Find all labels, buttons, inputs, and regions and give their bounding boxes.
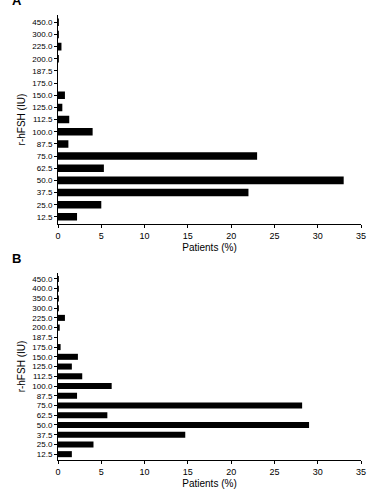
svg-text:400.0: 400.0 [32,284,53,293]
svg-text:62.5: 62.5 [37,411,53,420]
svg-text:175.0: 175.0 [32,343,53,352]
svg-text:450.0: 450.0 [32,18,53,27]
svg-text:15: 15 [183,231,193,241]
svg-text:75.0: 75.0 [37,152,53,161]
svg-text:112.5: 112.5 [33,372,53,381]
svg-text:100.0: 100.0 [32,128,53,137]
svg-text:12.5: 12.5 [37,450,53,459]
svg-text:300.0: 300.0 [32,304,53,313]
svg-text:Patients (%): Patients (%) [182,478,236,489]
svg-text:0: 0 [55,231,60,241]
svg-text:87.5: 87.5 [37,392,53,401]
svg-text:125.0: 125.0 [32,362,53,371]
svg-text:30: 30 [313,231,323,241]
svg-text:r-hFSH (IU): r-hFSH (IU) [16,94,27,146]
svg-text:25.0: 25.0 [37,200,53,209]
svg-text:62.5: 62.5 [37,164,53,173]
svg-text:200.0: 200.0 [32,55,53,64]
svg-text:15: 15 [183,467,193,477]
svg-text:A: A [12,0,22,8]
svg-text:35: 35 [356,467,366,477]
svg-text:225.0: 225.0 [32,314,53,323]
svg-text:20: 20 [226,467,236,477]
svg-text:175.0: 175.0 [32,79,53,88]
svg-text:12.5: 12.5 [37,213,53,222]
svg-text:25: 25 [269,231,279,241]
svg-text:350.0: 350.0 [32,294,53,303]
svg-text:35: 35 [356,231,366,241]
svg-text:25: 25 [269,467,279,477]
svg-text:87.5: 87.5 [37,140,53,149]
svg-text:100.0: 100.0 [32,382,53,391]
svg-text:200.0: 200.0 [32,323,53,332]
svg-text:112.5: 112.5 [33,115,53,124]
svg-text:450.0: 450.0 [32,275,53,284]
svg-text:25.0: 25.0 [37,440,53,449]
svg-text:50.0: 50.0 [37,421,53,430]
svg-text:10: 10 [140,231,150,241]
svg-text:150.0: 150.0 [32,353,53,362]
svg-text:5: 5 [99,467,104,477]
svg-text:Patients (%): Patients (%) [182,242,236,253]
svg-text:20: 20 [226,231,236,241]
svg-text:B: B [12,251,21,266]
svg-text:30: 30 [313,467,323,477]
svg-text:187.5: 187.5 [32,333,53,342]
svg-text:187.5: 187.5 [32,67,53,76]
svg-text:225.0: 225.0 [32,42,53,51]
svg-text:75.0: 75.0 [37,401,53,410]
svg-text:10: 10 [140,467,150,477]
svg-text:125.0: 125.0 [32,103,53,112]
svg-text:50.0: 50.0 [37,176,53,185]
svg-text:r-hFSH (IU): r-hFSH (IU) [16,341,27,393]
svg-text:300.0: 300.0 [32,30,53,39]
svg-text:150.0: 150.0 [32,91,53,100]
svg-text:37.5: 37.5 [37,188,53,197]
svg-text:5: 5 [99,231,104,241]
svg-text:0: 0 [55,467,60,477]
svg-text:37.5: 37.5 [37,430,53,439]
